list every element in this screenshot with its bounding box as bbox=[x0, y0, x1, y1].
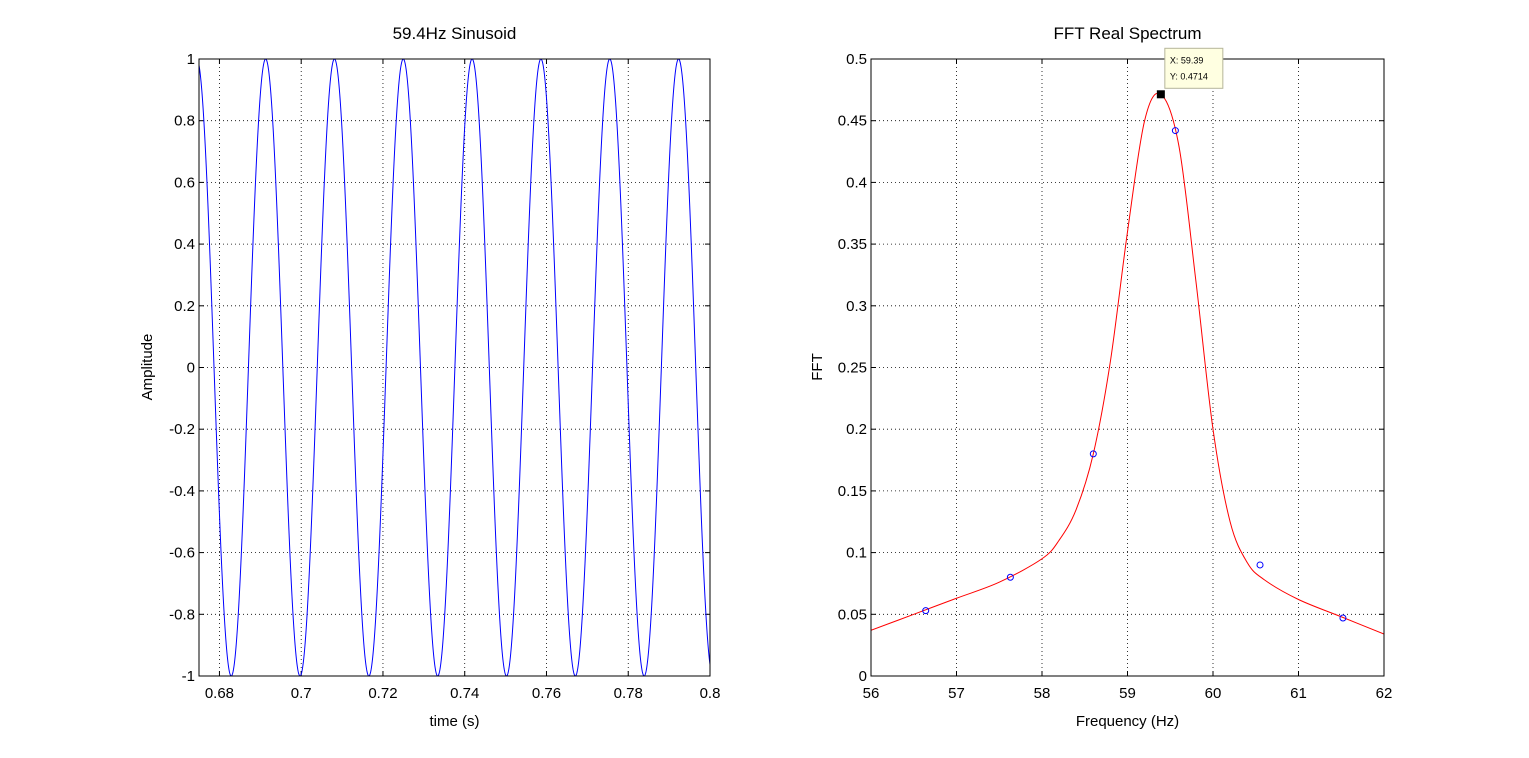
fft-y-tick-label: 0.05 bbox=[838, 606, 867, 623]
fft-y-tick-label: 0.1 bbox=[846, 545, 867, 562]
fft-x-tick-label: 61 bbox=[1290, 685, 1307, 702]
fft-axes-box bbox=[870, 58, 1385, 677]
fft-y-tick-label: 0.25 bbox=[838, 360, 867, 377]
fft-y-tick-label: 0.5 bbox=[846, 51, 867, 68]
fft-x-tick-label: 62 bbox=[1376, 685, 1393, 702]
sinusoid-plot: 0.68 0.7 0.72 0.74 0.76 0.78 0.8 -1 -0.8 -0.6 -0.4… bbox=[139, 24, 720, 730]
fft-sample-marker bbox=[1171, 127, 1179, 135]
sinusoid-y-tick-label: 0 bbox=[187, 360, 195, 377]
sinusoid-x-tick-label: 0.78 bbox=[614, 685, 643, 702]
fft-y-tick-label: 0.4 bbox=[846, 174, 867, 191]
fft-y-tick-label: 0.2 bbox=[846, 421, 867, 438]
fft-sample-marker bbox=[1256, 561, 1264, 569]
sinusoid-x-tick-label: 0.7 bbox=[291, 685, 312, 702]
data-tip-box bbox=[1164, 47, 1224, 89]
data-tip-x-text: X: 59.39 bbox=[1170, 55, 1204, 65]
fft-y-tick-label: 0.35 bbox=[838, 236, 867, 253]
sinusoid-x-tick-label: 0.76 bbox=[532, 685, 561, 702]
sinusoid-y-tick-label: -1 bbox=[182, 668, 195, 685]
fft-x-axis-label: Frequency (Hz) bbox=[1076, 713, 1179, 730]
fft-y-axis-label: FFT bbox=[809, 353, 826, 381]
sinusoid-y-tick-label: 0.4 bbox=[174, 236, 195, 253]
sinusoid-y-tick-label: 0.2 bbox=[174, 298, 195, 315]
sinusoid-y-tick-label: 0.8 bbox=[174, 113, 195, 130]
fft-y-tick-label: 0.3 bbox=[846, 298, 867, 315]
fft-x-tick-label: 58 bbox=[1034, 685, 1051, 702]
fft-series-line bbox=[871, 92, 1384, 635]
fft-x-tick-label: 57 bbox=[948, 685, 965, 702]
fft-x-tick-label: 60 bbox=[1205, 685, 1222, 702]
sinusoid-x-tick-label: 0.72 bbox=[368, 685, 397, 702]
fft-plot: 56 57 58 59 60 61 62 0 0.05 0.1 0.15 0.2 0.25 0.3 0.35… bbox=[809, 24, 1392, 730]
sinusoid-axes-box bbox=[198, 58, 711, 677]
fft-tick-labels: 56 57 58 59 60 61 62 0 0.05 0.1 0.15 0.2 0.25 0.3 0.35… bbox=[838, 51, 1393, 702]
fft-sample-markers bbox=[922, 127, 1347, 622]
sinusoid-y-tick-label: 1 bbox=[187, 51, 195, 68]
fft-x-tick-label: 59 bbox=[1119, 685, 1136, 702]
sinusoid-x-tick-label: 0.74 bbox=[450, 685, 479, 702]
fft-sample-marker bbox=[922, 607, 930, 615]
data-tip-y-text: Y: 0.4714 bbox=[1170, 71, 1208, 81]
fft-y-tick-label: 0.15 bbox=[838, 483, 867, 500]
sinusoid-x-tick-label: 0.68 bbox=[205, 685, 234, 702]
fft-sample-marker bbox=[1089, 450, 1097, 458]
sinusoid-y-axis-label: Amplitude bbox=[139, 334, 156, 401]
sinusoid-tick-labels: 0.68 0.7 0.72 0.74 0.76 0.78 0.8 -1 -0.8 -0.6 -0.4… bbox=[169, 51, 720, 702]
sinusoid-x-axis-label: time (s) bbox=[430, 713, 480, 730]
sinusoid-y-tick-label: -0.4 bbox=[169, 483, 195, 500]
fft-title: FFT Real Spectrum bbox=[1053, 24, 1201, 43]
fft-y-tick-label: 0 bbox=[859, 668, 867, 685]
fft-y-tick-label: 0.45 bbox=[838, 113, 867, 130]
sinusoid-y-tick-label: -0.6 bbox=[169, 545, 195, 562]
sinusoid-x-tick-label: 0.8 bbox=[700, 685, 721, 702]
sinusoid-title: 59.4Hz Sinusoid bbox=[393, 24, 517, 43]
data-tip-point[interactable] bbox=[1156, 90, 1165, 99]
fft-sample-marker bbox=[1339, 614, 1347, 622]
sinusoid-y-tick-label: -0.2 bbox=[169, 421, 195, 438]
fft-sample-marker bbox=[1006, 573, 1014, 581]
sinusoid-y-tick-label: -0.8 bbox=[169, 606, 195, 623]
sinusoid-series-line bbox=[199, 59, 710, 676]
fft-x-tick-label: 56 bbox=[863, 685, 880, 702]
sinusoid-y-tick-label: 0.6 bbox=[174, 174, 195, 191]
data-tip[interactable]: X: 59.39 Y: 0.4714 bbox=[1156, 47, 1224, 99]
